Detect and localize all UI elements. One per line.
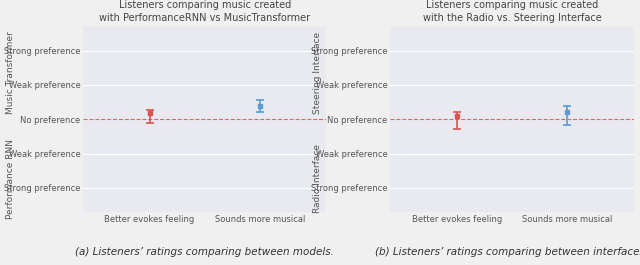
Text: (b) Listeners’ ratings comparing between interfaces.: (b) Listeners’ ratings comparing between… — [376, 247, 640, 257]
Text: Music Transformer: Music Transformer — [6, 32, 15, 114]
Title: Listeners comparing music created
with PerformanceRNN vs MusicTransformer: Listeners comparing music created with P… — [99, 0, 310, 23]
Text: Performance RNN: Performance RNN — [6, 139, 15, 219]
Text: Steering Interface: Steering Interface — [313, 32, 322, 114]
Title: Listeners comparing music created
with the Radio vs. Steering Interface: Listeners comparing music created with t… — [422, 0, 602, 23]
Text: Radio Interface: Radio Interface — [313, 144, 322, 213]
Text: (a) Listeners’ ratings comparing between models.: (a) Listeners’ ratings comparing between… — [76, 247, 334, 257]
